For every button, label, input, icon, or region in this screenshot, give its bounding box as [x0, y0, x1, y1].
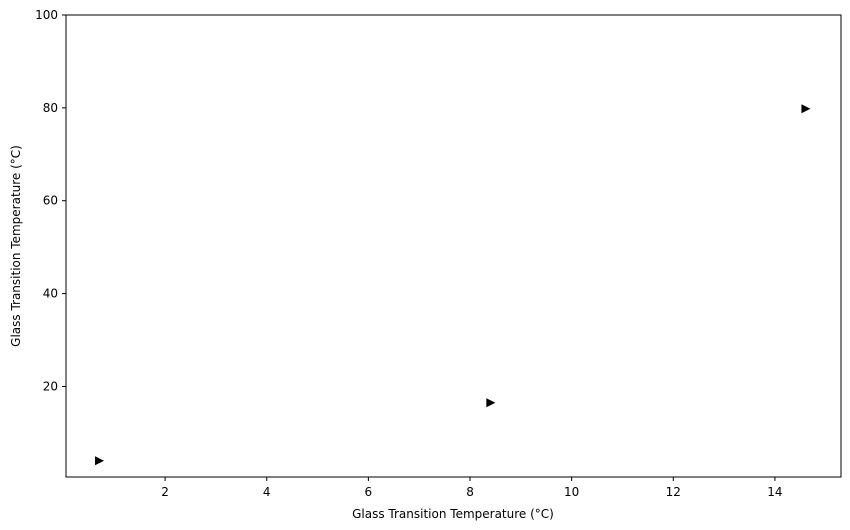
y-axis-ticks: 20 40 60 80 100 — [35, 8, 66, 393]
data-point — [95, 456, 105, 466]
data-point — [801, 104, 811, 114]
data-point — [486, 398, 496, 408]
y-tick-label: 20 — [43, 379, 58, 393]
data-points — [95, 104, 811, 466]
y-tick-label: 60 — [43, 194, 58, 208]
x-tick-label: 10 — [564, 485, 579, 499]
x-tick-label: 6 — [365, 485, 373, 499]
x-tick-label: 4 — [263, 485, 271, 499]
x-tick-label: 8 — [466, 485, 474, 499]
x-tick-label: 2 — [161, 485, 169, 499]
x-axis-ticks: 2 4 6 8 10 12 14 — [161, 477, 783, 499]
plot-area — [65, 14, 842, 478]
y-tick-label: 100 — [35, 8, 58, 22]
y-tick-label: 40 — [43, 287, 58, 301]
y-axis-label: Glass Transition Temperature (°C) — [9, 145, 23, 347]
x-tick-label: 12 — [666, 485, 681, 499]
x-axis-label: Glass Transition Temperature (°C) — [352, 507, 554, 521]
y-tick-label: 80 — [43, 101, 58, 115]
x-tick-label: 14 — [767, 485, 782, 499]
